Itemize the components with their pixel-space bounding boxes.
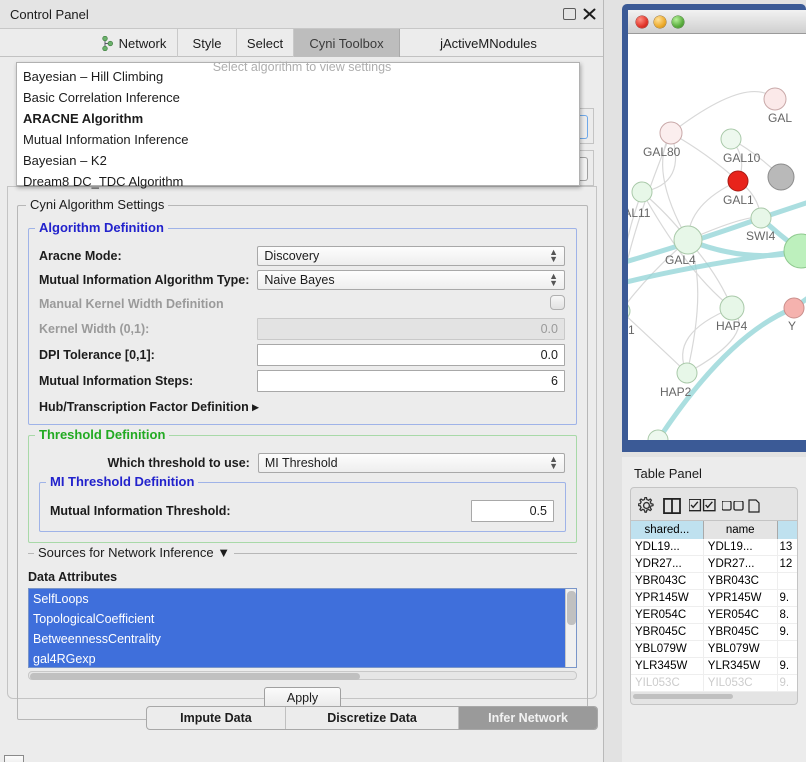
- svg-text:GAL11: GAL11: [628, 206, 651, 220]
- svg-text:GAL: GAL: [768, 111, 792, 125]
- svg-text:Y: Y: [788, 319, 796, 333]
- svg-text:HAP4: HAP4: [716, 319, 748, 333]
- svg-text:GAL80: GAL80: [643, 145, 681, 159]
- svg-text:GAL1: GAL1: [723, 193, 754, 207]
- svg-text:GCY1: GCY1: [628, 323, 635, 337]
- svg-text:HAP2: HAP2: [660, 385, 692, 399]
- svg-text:GAL10: GAL10: [723, 151, 761, 165]
- svg-text:SWI4: SWI4: [746, 229, 776, 243]
- svg-text:GAL4: GAL4: [665, 253, 696, 267]
